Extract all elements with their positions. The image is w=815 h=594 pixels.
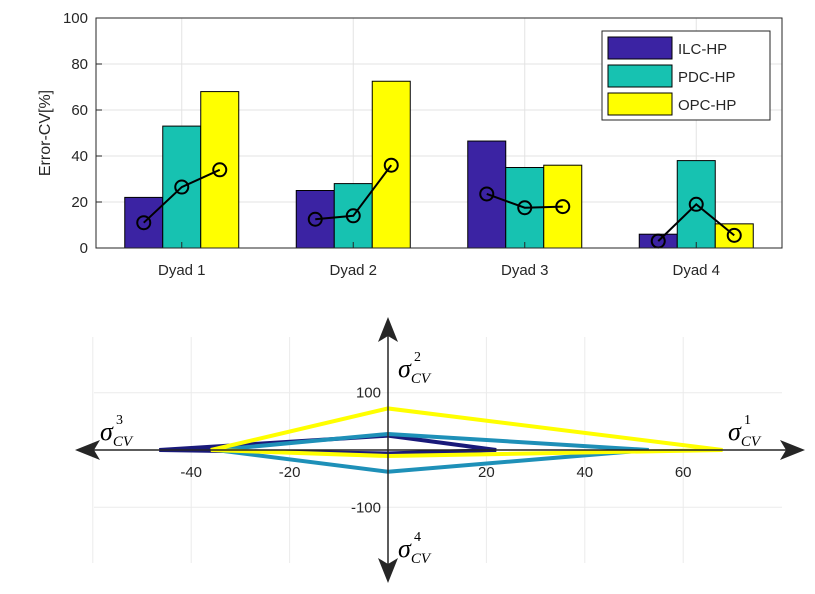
bar-ytick-label: 0 (80, 240, 88, 257)
bar-chart: 0 20 40 60 80 100 Dyad 1 Dyad 2 Dyad 3 Dyad 4 Er… (37, 10, 783, 279)
kite-ticks: -40 -20 20 40 60 100 -100 (180, 385, 691, 517)
overlay-marker-3-3 (555, 199, 571, 215)
bar-xtick-label: Dyad 1 (158, 262, 206, 279)
overlay-line-dyad-3 (486, 193, 563, 209)
arrow-left-icon (75, 440, 100, 460)
legend-label-ilc-hp: ILC-HP (678, 41, 727, 58)
arrow-right-icon (780, 440, 805, 460)
overlay-marker-3-2 (517, 200, 533, 216)
sigma-base: σ (398, 534, 412, 563)
overlay-marker-3-1 (479, 186, 495, 202)
sigma-superscript: 2 (414, 350, 421, 365)
sigma-superscript: 1 (744, 413, 751, 428)
overlay-line-dyad-1 (143, 168, 221, 224)
kite-xtick-label: 40 (576, 464, 593, 481)
sigma-cv-right-label: σCV 1 (728, 413, 762, 450)
bar-ytick-label: 20 (71, 194, 88, 211)
bar-opc-hp-1 (200, 91, 240, 249)
legend-swatch-ilc-hp (607, 36, 673, 60)
sigma-cv-left-label: σCV 3 (100, 413, 134, 450)
sigma-base: σ (100, 417, 114, 446)
bar-overlay-lines (136, 157, 742, 249)
kite-xtick-label: -20 (279, 464, 301, 481)
sigma-subscript: CV (741, 434, 762, 450)
sigma-cv-top-label: σCV 2 (398, 350, 432, 387)
legend-label-pdc-hp: PDC-HP (678, 69, 736, 86)
overlay-line-dyad-2 (315, 164, 393, 221)
sigma-subscript: CV (411, 371, 432, 387)
kite-xtick-label: 20 (478, 464, 495, 481)
kite-ytick-label: 100 (356, 385, 381, 402)
bar-xtick-label: Dyad 2 (329, 262, 377, 279)
bar-ytick-label: 60 (71, 102, 88, 119)
legend-swatch-opc-hp (607, 92, 673, 116)
bar-opc-hp-4 (714, 223, 754, 249)
overlay-marker-1-2 (174, 179, 190, 195)
overlay-marker-4-3 (726, 227, 742, 243)
overlay-marker-1-3 (212, 162, 228, 178)
arrow-up-icon (378, 317, 398, 342)
overlay-marker-2-3 (383, 157, 399, 173)
bar-xtick-label: Dyad 4 (672, 262, 720, 279)
kite-axes (75, 317, 805, 583)
overlay-marker-2-2 (345, 208, 361, 224)
bar-ytick-label: 100 (63, 10, 88, 27)
sigma-subscript: CV (113, 434, 134, 450)
bar-ytick-label: 80 (71, 56, 88, 73)
bar-x-ticks: Dyad 1 Dyad 2 Dyad 3 Dyad 4 (158, 242, 720, 279)
overlay-line-dyad-4 (657, 202, 735, 242)
kite-xtick-label: 60 (675, 464, 692, 481)
arrow-down-icon (378, 558, 398, 583)
overlay-marker-1-1 (136, 215, 152, 231)
kite-ytick-label: -100 (351, 499, 381, 516)
sigma-subscript: CV (411, 551, 432, 567)
legend-label-opc-hp: OPC-HP (678, 97, 736, 114)
bar-y-axis-label: Error-CV[%] (37, 90, 54, 176)
sigma-base: σ (728, 417, 742, 446)
bar-opc-hp-2 (371, 80, 411, 249)
kite-series (159, 406, 723, 474)
bar-xtick-label: Dyad 3 (501, 262, 549, 279)
bar-axes-box (95, 17, 783, 249)
bar-ytick-label: 40 (71, 148, 88, 165)
kite-xtick-label: -40 (180, 464, 202, 481)
sigma-superscript: 3 (116, 413, 123, 428)
overlay-marker-2-1 (307, 211, 323, 227)
overlay-marker-4-2 (688, 196, 704, 212)
legend-swatch-pdc-hp (607, 64, 673, 88)
sigma-cv-bottom-label: σCV 4 (398, 530, 432, 567)
bar-y-ticks: 0 20 40 60 80 100 (63, 10, 102, 257)
sigma-superscript: 4 (414, 530, 421, 545)
sigma-base: σ (398, 354, 412, 383)
bar-legend: ILC-HP PDC-HP OPC-HP (601, 30, 771, 121)
